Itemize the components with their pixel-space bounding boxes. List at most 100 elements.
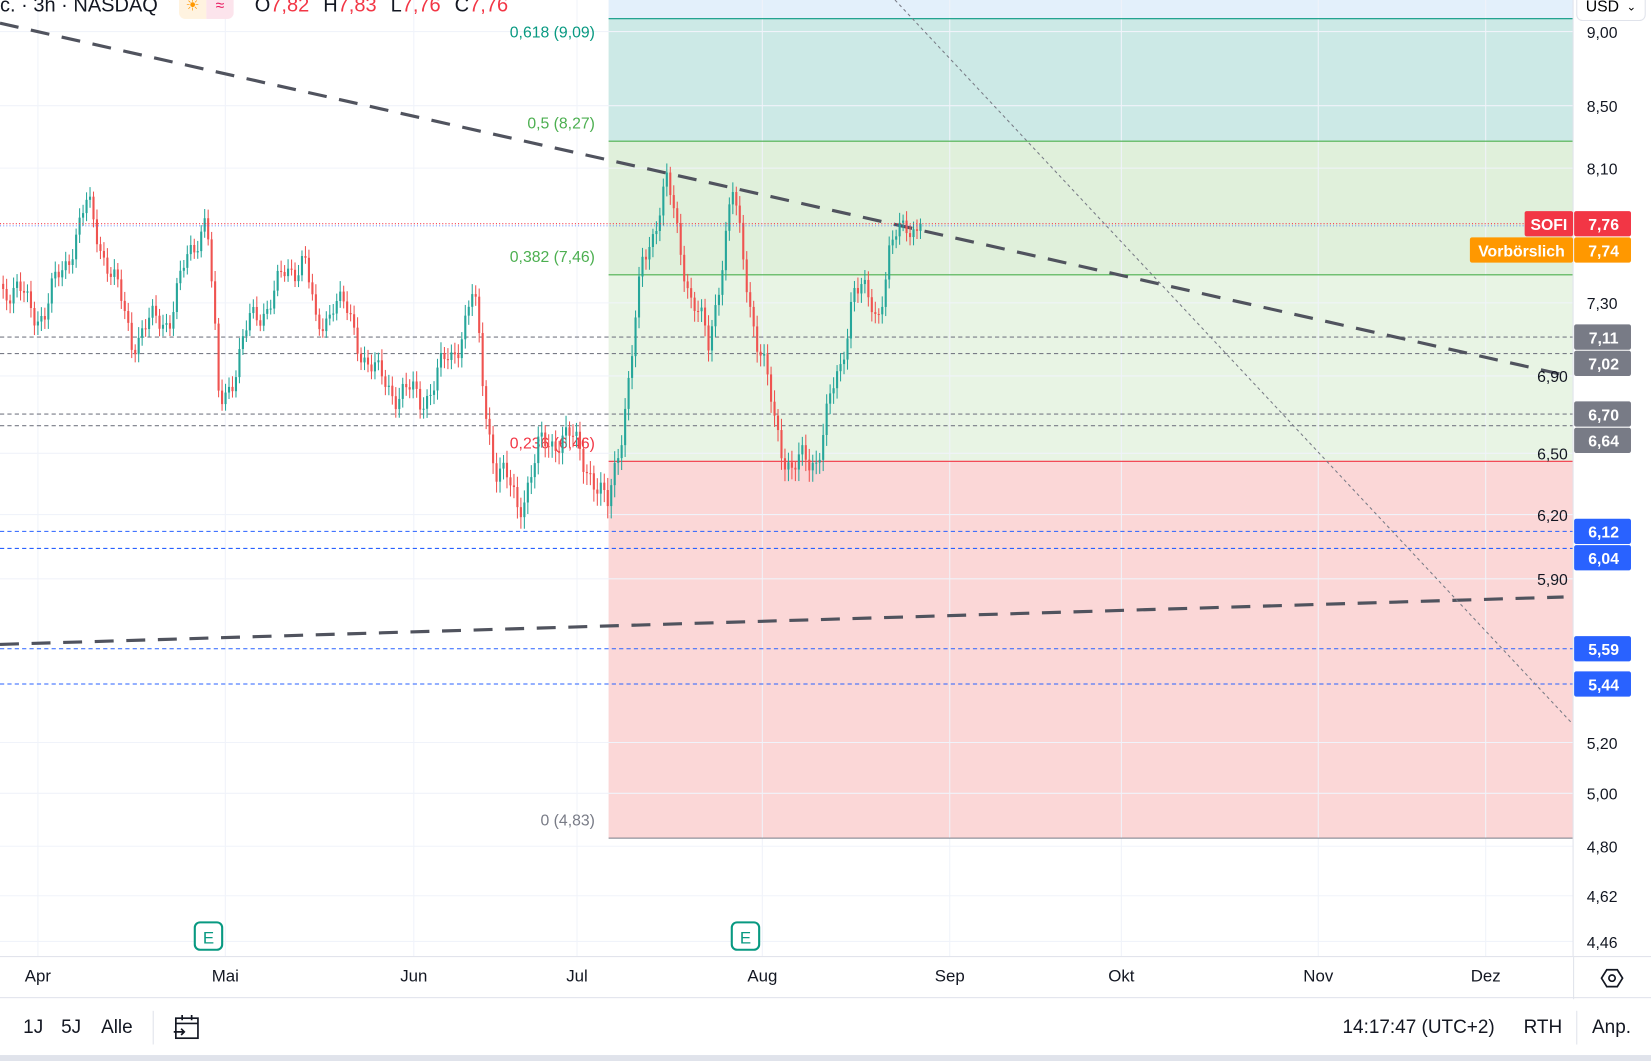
candle-body xyxy=(585,471,588,474)
candle-body xyxy=(182,267,185,271)
candle-body xyxy=(26,291,29,293)
candle-body xyxy=(154,305,158,316)
clock[interactable]: 14:17:47 (UTC+2) xyxy=(1342,1016,1495,1038)
candle-body xyxy=(144,328,147,330)
wave-icon: ≈ xyxy=(206,0,234,19)
candle-body xyxy=(672,195,675,209)
candle-body xyxy=(742,222,745,260)
candle-body xyxy=(832,388,835,394)
candle-body xyxy=(446,359,449,361)
candle-body xyxy=(339,291,342,301)
fib-zone xyxy=(608,274,1574,462)
candle-body xyxy=(759,351,762,356)
price-tag-value: 7,11 xyxy=(1589,330,1619,347)
candle-body xyxy=(888,245,891,280)
candle-body xyxy=(457,354,460,359)
range-1y-button[interactable]: 1J xyxy=(23,1016,44,1038)
candle-body xyxy=(19,281,22,291)
candle-body xyxy=(95,219,99,245)
candle-body xyxy=(801,445,804,455)
candle-body xyxy=(252,306,255,314)
candle-body xyxy=(276,270,279,291)
candle-body xyxy=(5,288,8,301)
candle-body xyxy=(238,349,241,378)
candle-body xyxy=(749,292,752,307)
candle-body xyxy=(453,352,456,355)
candle-body xyxy=(836,371,839,389)
settings-icon[interactable] xyxy=(1600,968,1624,989)
candle-body xyxy=(384,376,387,387)
chevron-down-icon: ⌄ xyxy=(1626,1,1637,14)
price-tag xyxy=(1574,324,1631,350)
earnings-marker[interactable]: E xyxy=(193,921,224,951)
candle-body xyxy=(728,204,731,231)
price-tag-value: 5,44 xyxy=(1588,677,1619,694)
chart-pane[interactable]: 0,618 (9,09)0,5 (8,27)0,382 (7,46)0,236 … xyxy=(0,0,1651,998)
symbol-text[interactable]: c. · 3h · NASDAQ xyxy=(0,0,158,17)
candle-body xyxy=(102,250,105,258)
candle-body xyxy=(794,467,797,470)
price-tick-label: 5,90 xyxy=(1537,572,1568,589)
candle-body xyxy=(359,353,363,363)
range-all-button[interactable]: Alle xyxy=(101,1016,133,1038)
candle-body xyxy=(210,239,213,282)
close-label: C xyxy=(454,0,470,17)
divider xyxy=(1576,1010,1578,1045)
candle-body xyxy=(394,396,397,410)
candle-body xyxy=(356,327,359,354)
currency-dropdown[interactable]: USD ⌄ xyxy=(1576,0,1646,22)
time-label: Sep xyxy=(934,967,965,986)
candle-body xyxy=(644,256,648,260)
premarket-tag-box xyxy=(1469,237,1574,263)
candle-body xyxy=(255,306,258,321)
candle-body xyxy=(88,196,92,200)
candle-body xyxy=(325,318,328,332)
candle-body xyxy=(207,218,210,240)
high-label: H xyxy=(323,0,338,17)
candle-body xyxy=(214,281,217,324)
price-tag xyxy=(1574,401,1631,427)
candle-body xyxy=(776,415,780,431)
currency-label: USD xyxy=(1585,0,1620,16)
candle-body xyxy=(161,324,165,329)
candle-body xyxy=(912,229,915,238)
candle-body xyxy=(658,215,661,232)
candle-body xyxy=(620,445,623,459)
candle-body xyxy=(29,291,33,309)
candle-body xyxy=(262,313,265,326)
earnings-marker[interactable]: E xyxy=(730,921,761,951)
price-tick-label: 5,00 xyxy=(1587,787,1618,804)
session-toggle[interactable]: RTH xyxy=(1523,1016,1563,1038)
price-tick-label: 4,80 xyxy=(1587,840,1618,857)
candle-body xyxy=(829,393,832,404)
candle-body xyxy=(530,477,533,483)
range-5y-button[interactable]: 5J xyxy=(61,1016,82,1038)
candle-body xyxy=(783,458,787,470)
price-tag-value: 7,74 xyxy=(1588,243,1619,260)
candle-body xyxy=(856,287,859,294)
candle-body xyxy=(332,313,335,315)
candle-body xyxy=(467,306,470,316)
open-label: O xyxy=(254,0,271,17)
candle-body xyxy=(377,360,380,363)
candle-body xyxy=(151,305,154,318)
candle-body xyxy=(318,314,321,330)
candle-body xyxy=(2,283,5,289)
time-label: Nov xyxy=(1303,967,1334,986)
candle-body xyxy=(526,482,529,503)
price-tag-value: 5,59 xyxy=(1588,642,1619,659)
adjust-button[interactable]: Anp. xyxy=(1592,1016,1632,1038)
candle-body xyxy=(450,352,453,360)
fib-zone xyxy=(608,141,1574,275)
fib-level-label: 0 (4,83) xyxy=(541,813,595,830)
time-axis[interactable]: Apr Mai Jun Jul Aug Sep Okt Nov Dez xyxy=(0,956,1651,1000)
session-badges[interactable]: ☀ ≈ xyxy=(178,0,234,19)
candle-body xyxy=(130,322,133,350)
candle-body xyxy=(495,463,498,482)
candle-body xyxy=(165,323,168,325)
candle-body xyxy=(293,269,297,282)
candle-body xyxy=(669,172,672,196)
goto-date-icon[interactable] xyxy=(173,1013,202,1042)
candle-body xyxy=(47,303,50,320)
